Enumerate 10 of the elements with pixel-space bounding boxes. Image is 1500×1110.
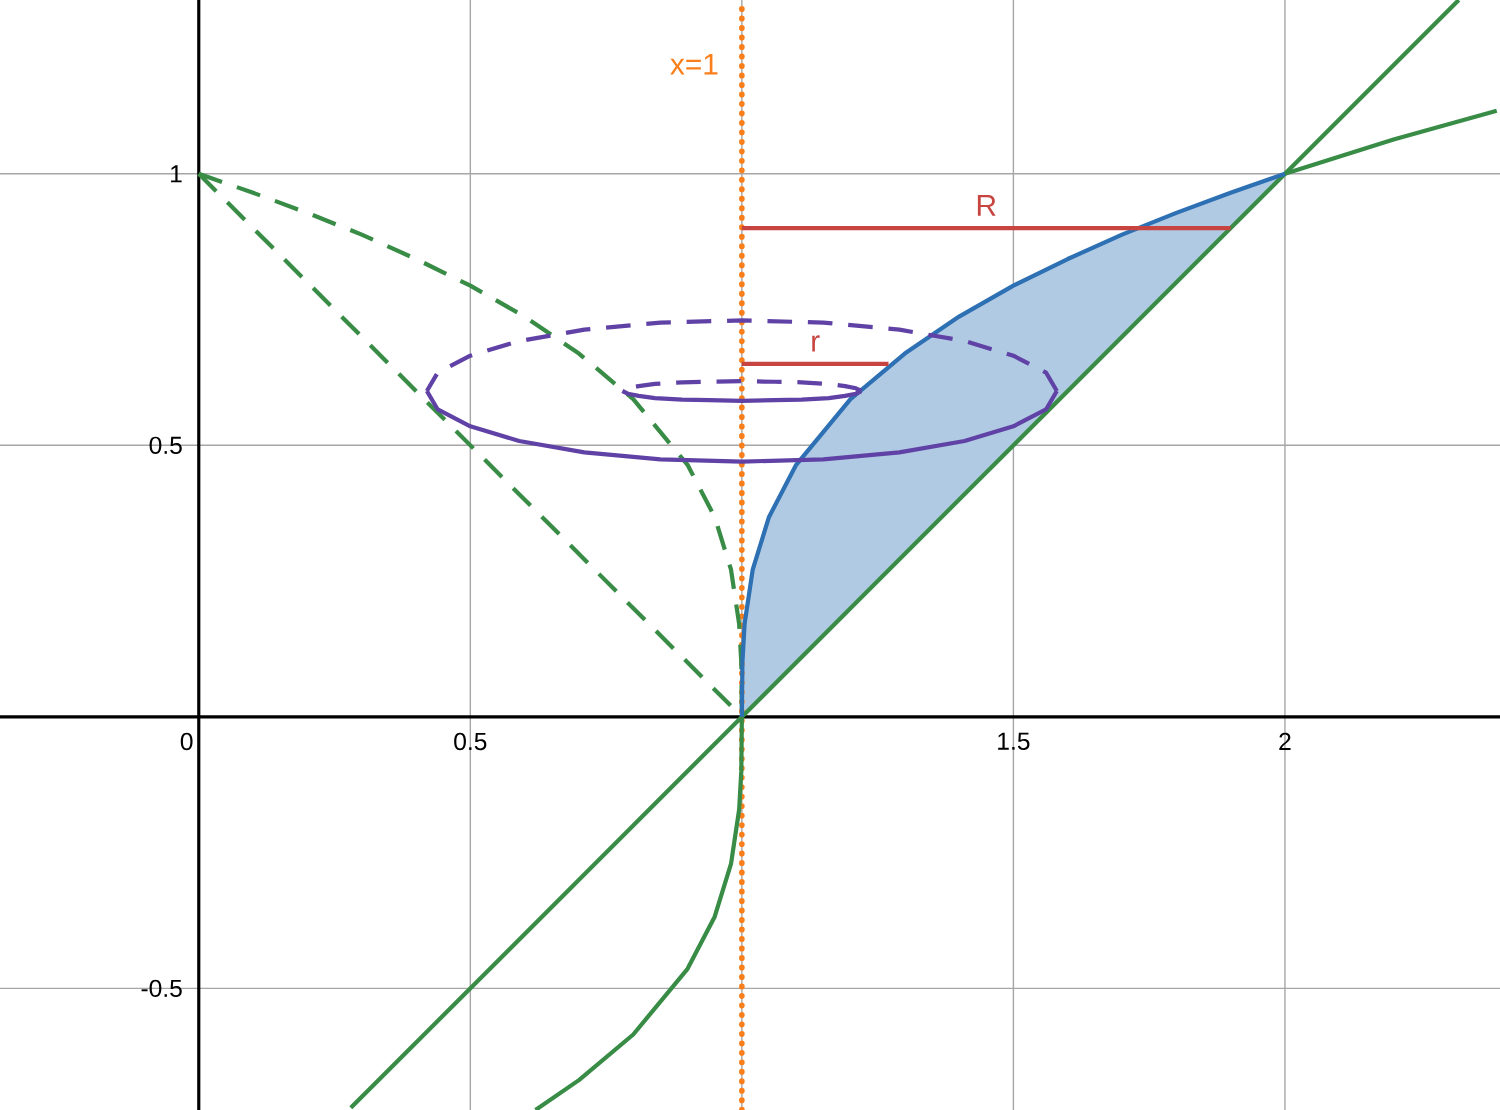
- y-tick-label: 1: [171, 165, 182, 183]
- x-tick-label: 2: [1279, 732, 1291, 750]
- y-tick-label: -0.5: [141, 979, 182, 998]
- series-label: r: [812, 335, 820, 352]
- x-tick-label: 0: [180, 732, 193, 751]
- x-tick-label: 0.5: [454, 732, 487, 751]
- series-label: R: [977, 195, 996, 216]
- ref-line-label: x=1: [670, 53, 718, 75]
- x-tick-label: 1.5: [998, 732, 1030, 750]
- y-tick-label: 0.5: [149, 436, 182, 454]
